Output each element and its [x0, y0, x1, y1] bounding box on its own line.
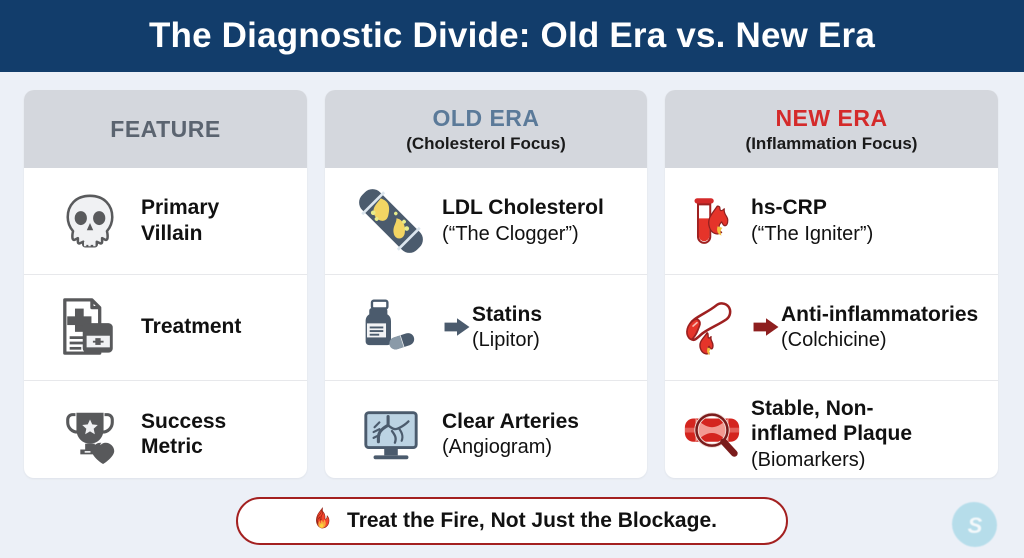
- svg-text:S: S: [968, 513, 983, 538]
